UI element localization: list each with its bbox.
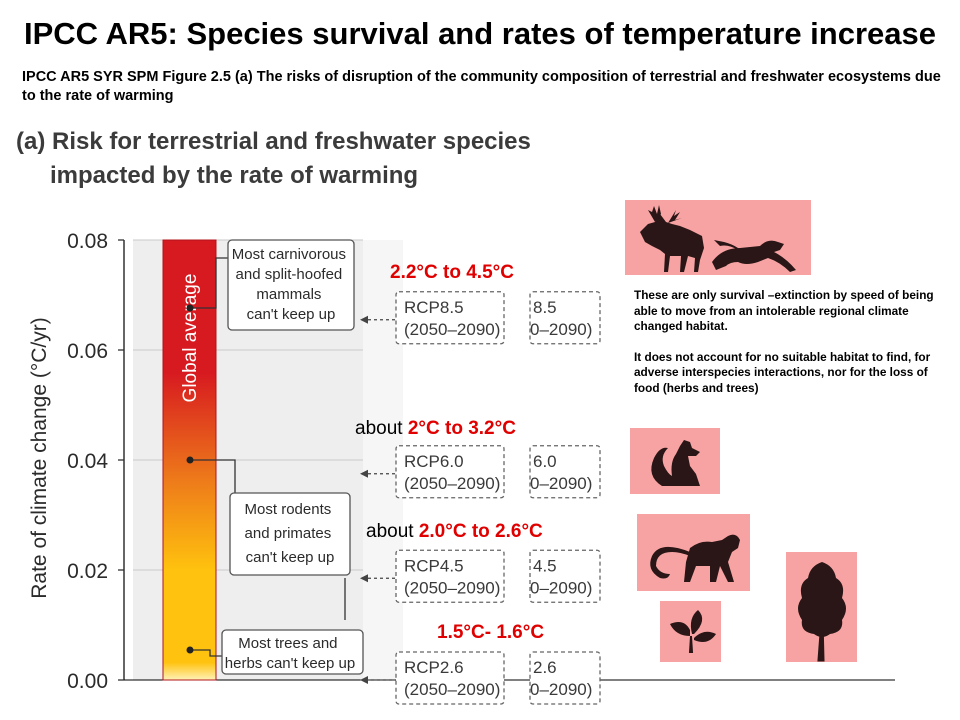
figure-caption: IPCC AR5 SYR SPM Figure 2.5 (a) The risk… — [22, 69, 941, 104]
scenario-period-cut: 0–2090) — [530, 680, 592, 699]
scenario-box — [395, 549, 505, 603]
scenario-period: (2050–2090) — [404, 680, 500, 699]
scenario-period-cut: 0–2090) — [530, 578, 592, 597]
scenario-period-cut: 0–2090) — [530, 474, 592, 493]
scenario-name: RCP4.5 — [404, 556, 464, 575]
note-paragraph-1: These are only survival –extinction by s… — [634, 288, 934, 333]
scenario-period: (2050–2090) — [404, 578, 500, 597]
temp-label-rcp45: about 2.0°C to 2.6°C — [366, 521, 543, 542]
rcp-scenario-rcp60: RCP6.0 (2050–2090) 6.0 0–2090) — [360, 445, 601, 499]
rcp-scenario-rcp26: RCP2.6 (2050–2090) 2.6 0–2090) — [360, 651, 601, 705]
scenario-box-duplicate — [529, 549, 601, 603]
y-tick-label: 0.06 — [67, 340, 108, 363]
marker-dot-mammals — [186, 304, 194, 312]
cougar-icon — [712, 240, 796, 272]
panel-heading: (a) Risk for terrestrial and freshwater … — [16, 125, 531, 193]
scenario-name: RCP6.0 — [404, 452, 464, 471]
monkey-icon — [650, 534, 740, 582]
y-tick-label: 0.00 — [67, 670, 108, 693]
panel-heading-line1: (a) Risk for terrestrial and freshwater … — [16, 128, 531, 155]
svg-text:Most carnivorous and spl: Most carnivorous and split-hoofed mammal… — [232, 246, 350, 323]
tree-box — [786, 552, 857, 662]
species-box-mammals: Most carnivorous and split-hoofed mammal… — [227, 239, 355, 331]
scenario-name-cut: 6.0 — [533, 452, 557, 471]
scenario-box-duplicate — [529, 291, 601, 345]
note-paragraph-2: It does not account for no suitable habi… — [634, 349, 931, 395]
temp-label-rcp85: 2.2°C to 4.5°C — [390, 262, 514, 283]
scenario-name-cut: 4.5 — [533, 556, 557, 575]
y-tick-label: 0.04 — [67, 450, 108, 473]
moose-icon — [640, 205, 704, 272]
plant-box — [660, 601, 721, 662]
rcp-scenario-rcp45: RCP4.5 (2050–2090) 4.5 0–2090) — [360, 549, 601, 603]
scenario-arrowhead — [360, 676, 368, 684]
marker-dot-rodents — [186, 456, 194, 464]
scenario-name-cut: 8.5 — [533, 298, 557, 317]
scenario-arrowhead — [360, 469, 368, 478]
temp-label-rcp26: 1.5°C- 1.6°C — [437, 622, 545, 643]
scenario-box-duplicate — [529, 445, 601, 499]
tree-icon — [798, 562, 846, 662]
moose-cougar-box — [625, 200, 811, 275]
scenario-box — [395, 651, 505, 705]
scenario-period-cut: 0–2090) — [530, 320, 592, 339]
species-box-rodents: Most rodents and primates can't keep up — [229, 492, 351, 576]
rcp-scenarios: RCP8.5 (2050–2090) 8.5 0–2090) RCP6.0 (2050–2… — [360, 291, 601, 705]
rcp-scenario-rcp85: RCP8.5 (2050–2090) 8.5 0–2090) — [360, 291, 601, 345]
page-title: IPCC AR5: Species survival and rates of … — [23, 16, 936, 51]
scenario-name: RCP2.6 — [404, 658, 464, 677]
side-note: These are only survival –extinction by s… — [634, 288, 934, 411]
marker-connectors — [190, 257, 346, 657]
y-axis-ticks: 0.08 0.06 0.04 0.02 0.00 — [67, 230, 124, 693]
scenario-period: (2050–2090) — [404, 474, 500, 493]
squirrel-box — [630, 428, 720, 494]
scenario-name-cut: 2.6 — [533, 658, 557, 677]
y-axis-label: Rate of climate change (°C/yr) — [28, 317, 51, 599]
scenario-name: RCP8.5 — [404, 298, 464, 317]
y-tick-label: 0.08 — [67, 230, 108, 253]
y-tick-label: 0.02 — [67, 560, 108, 583]
scenario-arrowhead — [360, 315, 368, 324]
scenario-box — [395, 445, 505, 499]
monkey-box — [637, 514, 750, 591]
svg-text:Most rodents and primate: Most rodents and primates can't keep up — [245, 501, 336, 566]
panel-heading-line2: impacted by the rate of warming — [50, 162, 419, 189]
scenario-period: (2050–2090) — [404, 320, 500, 339]
marker-dot-trees — [186, 646, 194, 654]
plant-icon — [670, 610, 716, 653]
svg-text:Most trees and herbs can: Most trees and herbs can't keep up — [225, 635, 355, 672]
scenario-box — [395, 291, 505, 345]
scenario-box-duplicate — [529, 651, 601, 705]
scenario-arrowhead — [360, 574, 368, 583]
bar-label: Global average — [180, 274, 201, 403]
species-box-trees: Most trees and herbs can't keep up — [221, 629, 364, 675]
temp-label-rcp60: about 2°C to 3.2°C — [355, 418, 516, 439]
squirrel-icon — [651, 440, 700, 486]
